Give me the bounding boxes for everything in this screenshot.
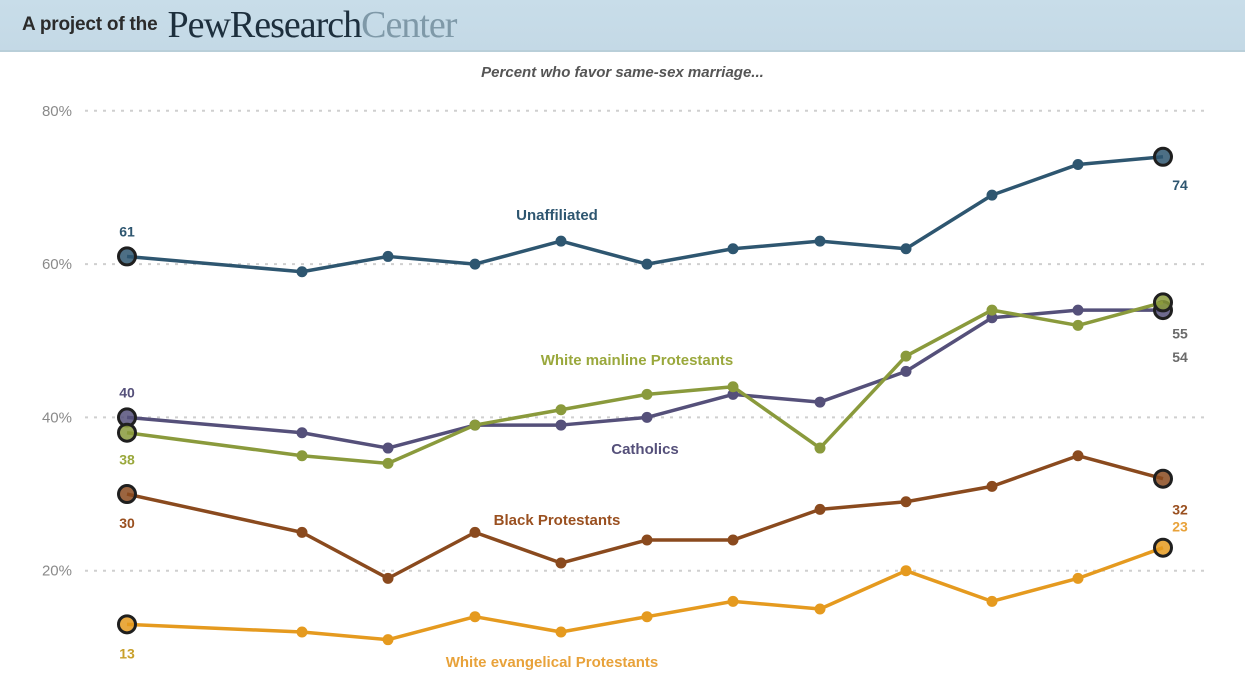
data-point <box>641 258 653 270</box>
end-value-black-protestants: 32 <box>1172 502 1188 518</box>
data-point <box>469 611 481 623</box>
data-point <box>469 419 481 431</box>
data-point <box>117 422 137 443</box>
data-point <box>814 503 826 515</box>
line-catholics <box>126 308 1163 450</box>
end-value-catholics: 54 <box>1172 349 1188 365</box>
data-point <box>814 235 826 247</box>
data-point <box>555 419 567 431</box>
start-value-catholics: 40 <box>119 384 135 400</box>
series-label-black-protestants: Black Protestants <box>494 512 621 529</box>
data-point <box>555 404 567 416</box>
start-value-white-mainline-protestants: 38 <box>119 452 135 468</box>
data-point <box>555 626 567 638</box>
data-point <box>296 526 308 538</box>
data-point <box>1072 319 1084 331</box>
line-white-mainline-protestants <box>126 300 1164 466</box>
series-label-white-mainline-protestants: White mainline Protestants <box>541 352 734 369</box>
data-point <box>1153 537 1173 558</box>
y-tick-label: 60% <box>42 256 72 273</box>
y-tick-label: 20% <box>42 563 72 580</box>
line-white-evangelical-protestants <box>126 546 1164 642</box>
data-point <box>986 480 998 492</box>
data-point <box>900 365 912 377</box>
data-point <box>986 304 998 316</box>
data-point <box>727 243 739 255</box>
data-point <box>727 381 739 393</box>
data-point <box>641 611 653 623</box>
data-point <box>1072 572 1084 584</box>
data-point <box>900 565 912 577</box>
chart-title: Percent who favor same-sex marriage... <box>481 64 764 81</box>
data-point <box>469 258 481 270</box>
data-point <box>382 250 394 262</box>
data-point <box>1153 468 1173 489</box>
data-point <box>1072 450 1084 462</box>
data-point <box>296 450 308 462</box>
data-point <box>1153 292 1173 313</box>
data-point <box>900 350 912 362</box>
data-point <box>641 388 653 400</box>
end-value-white-mainline-protestants: 55 <box>1172 325 1188 341</box>
data-point <box>727 595 739 607</box>
data-point <box>814 442 826 454</box>
data-point <box>117 614 137 635</box>
series-label-catholics: Catholics <box>611 441 679 458</box>
start-value-black-protestants: 30 <box>119 515 135 531</box>
data-point <box>900 496 912 508</box>
data-point <box>382 572 394 584</box>
project-of-text: A project of the <box>22 14 158 35</box>
data-point <box>117 484 137 505</box>
data-point <box>1072 158 1084 170</box>
data-point <box>814 603 826 615</box>
y-tick-label: 80% <box>42 103 72 120</box>
start-value-white-evangelical-protestants: 13 <box>119 645 135 661</box>
data-point <box>900 243 912 255</box>
data-point <box>382 442 394 454</box>
data-point <box>296 266 308 278</box>
data-point <box>986 595 998 607</box>
data-point <box>117 246 137 267</box>
data-point <box>727 534 739 546</box>
data-point <box>555 235 567 247</box>
data-point <box>555 557 567 569</box>
line-black-protestants <box>126 453 1164 581</box>
pew-banner: A project of the PewResearchCenter <box>0 0 1245 52</box>
data-point <box>296 626 308 638</box>
end-value-unaffiliated: 74 <box>1172 177 1188 193</box>
data-point <box>1072 304 1084 316</box>
series-label-white-evangelical-protestants: White evangelical Protestants <box>446 654 659 671</box>
data-point <box>641 411 653 423</box>
brand-bold: PewResearch <box>167 4 362 46</box>
data-point <box>986 189 998 201</box>
end-value-white-evangelical-protestants: 23 <box>1172 519 1188 535</box>
series-label-unaffiliated: Unaffiliated <box>516 207 598 224</box>
y-tick-label: 40% <box>42 409 72 426</box>
data-point <box>296 427 308 439</box>
data-point <box>1153 146 1173 167</box>
line-unaffiliated <box>126 155 1164 274</box>
pew-logo: PewResearchCenter <box>167 4 457 46</box>
data-point <box>469 526 481 538</box>
data-point <box>814 396 826 408</box>
start-value-unaffiliated: 61 <box>119 223 135 239</box>
brand-light: Center <box>361 4 457 46</box>
data-point <box>382 457 394 469</box>
data-point <box>641 534 653 546</box>
data-point <box>382 634 394 646</box>
